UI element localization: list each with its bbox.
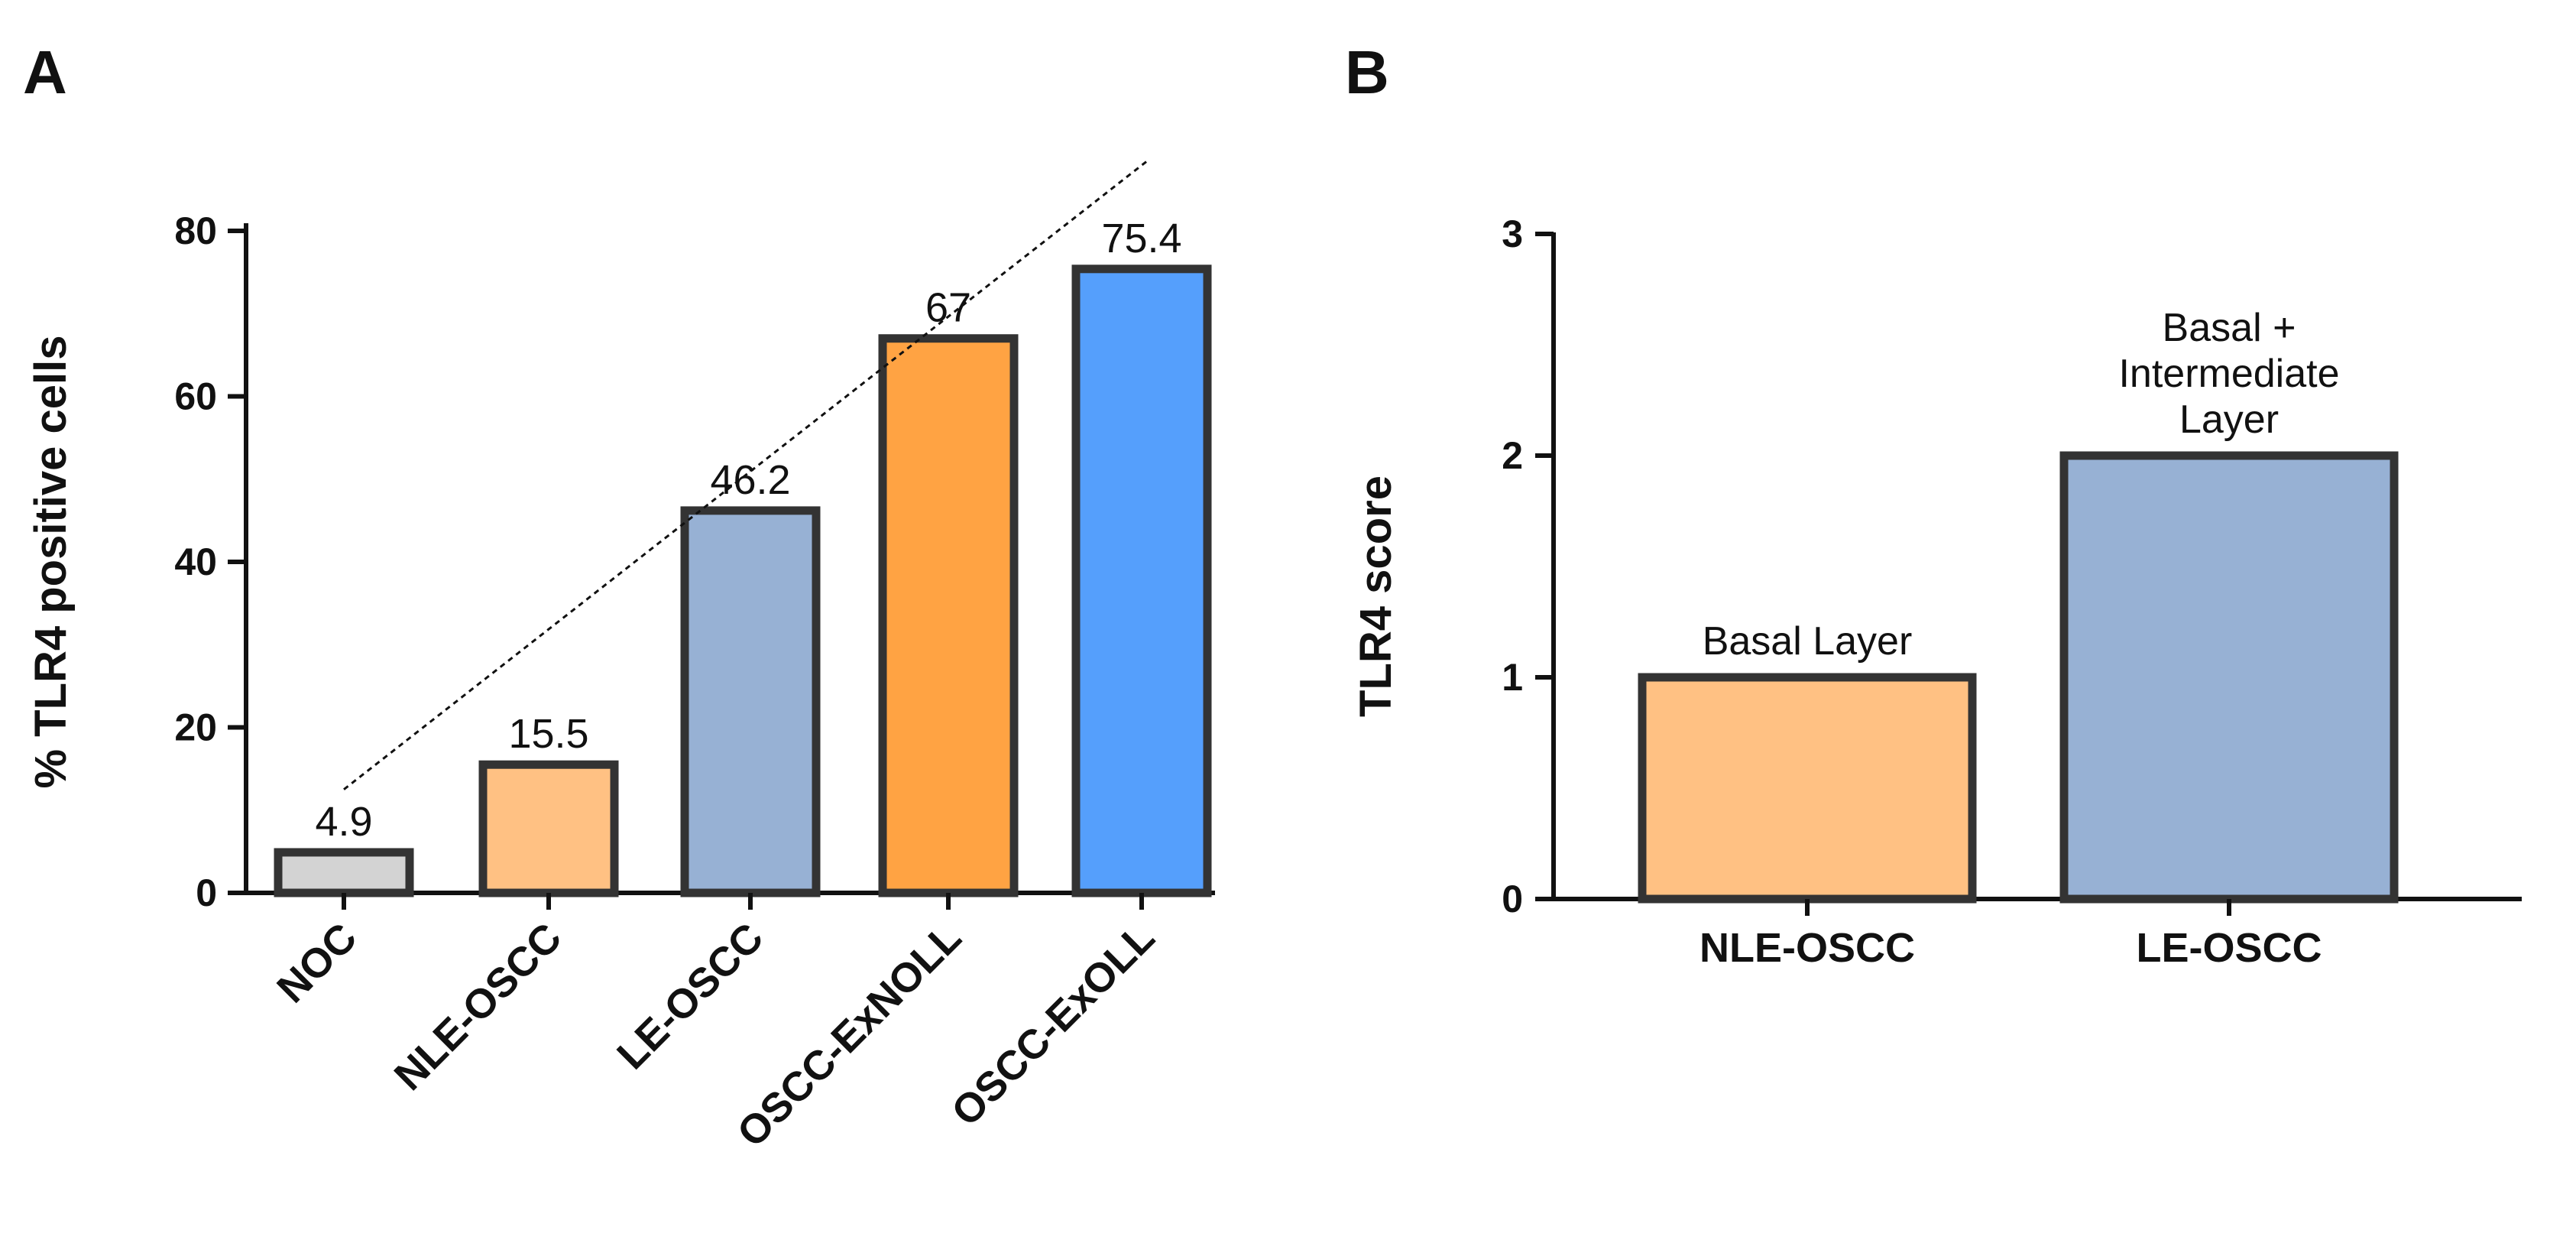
panel-b-category-label: NLE-OSCC	[1700, 925, 1915, 971]
panel-a-letter: A	[23, 38, 67, 106]
panel-a-category-label: LE-OSCC	[608, 914, 772, 1078]
panel-a-y-tick-label: 60	[174, 375, 217, 418]
panel-b-chart: TLR4 score 0 1 2 3 Basal Layer Basal +Interm…	[1351, 213, 2522, 971]
panel-b-letter: B	[1345, 38, 1389, 106]
panel-b-category-label: LE-OSCC	[2137, 925, 2322, 971]
panel-b-y-tick-label: 3	[1502, 213, 1523, 255]
panel-b-annotation-line: Intermediate	[2118, 352, 2339, 396]
panel-a-bar-noc	[274, 848, 414, 897]
panel-a-y-axis-title: % TLR4 positive cells	[26, 335, 76, 788]
panel-a-category-label: NLE-OSCC	[386, 914, 571, 1099]
panel-b-annotation-line: Basal Layer	[1703, 619, 1913, 664]
panel-a-bar-nle-oscc	[478, 760, 619, 897]
panel-b-y-axis-title: TLR4 score	[1351, 475, 1401, 717]
panel-a-bar-le-oscc	[680, 506, 821, 897]
panel-b-y-tick-label: 0	[1502, 878, 1523, 920]
panel-a-y-ticks: 0 20 40 60 80	[174, 209, 246, 914]
panel-a-y-tick-label: 40	[174, 540, 217, 583]
panel-a-value-label: 75.4	[1101, 216, 1181, 261]
panel-b-y-tick-label: 2	[1502, 434, 1523, 477]
panel-a-y-tick-label: 0	[196, 871, 217, 914]
panel-a-value-label: 67	[925, 285, 971, 331]
panel-b-annotation-line: Basal +	[2163, 306, 2296, 350]
panel-b-category-labels: NLE-OSCC LE-OSCC	[1700, 925, 2322, 971]
panel-b-y-ticks: 0 1 2 3	[1502, 213, 1554, 920]
panel-a-trendline	[343, 159, 1149, 790]
panel-a-category-label: NOC	[268, 914, 365, 1011]
panel-a-bar-oscc-exoll	[1071, 265, 1212, 897]
panel-b-bars	[1638, 451, 2399, 916]
panel-b-y-tick-label: 1	[1502, 656, 1523, 699]
panel-a-value-label: 15.5	[508, 711, 588, 757]
panel-a-y-tick-label: 80	[174, 209, 217, 252]
panel-b-annotation-line: Layer	[2179, 398, 2279, 442]
panel-b-bar-le-oscc	[2059, 451, 2399, 904]
panel-a-bars	[274, 265, 1212, 910]
panel-b-bar-nle-oscc	[1638, 673, 1977, 904]
panel-a-category-label: OSCC-ExOLL	[943, 914, 1164, 1135]
panel-a-y-tick-label: 20	[174, 706, 217, 749]
panel-a-trendline-group	[343, 159, 1149, 790]
panel-a-value-labels: 4.9 15.5 46.2 67 75.4	[315, 216, 1181, 845]
panel-a-value-label: 4.9	[315, 799, 372, 845]
panel-a-bar-oscc-exnoll	[878, 334, 1019, 897]
panel-a-value-label: 46.2	[710, 457, 790, 503]
